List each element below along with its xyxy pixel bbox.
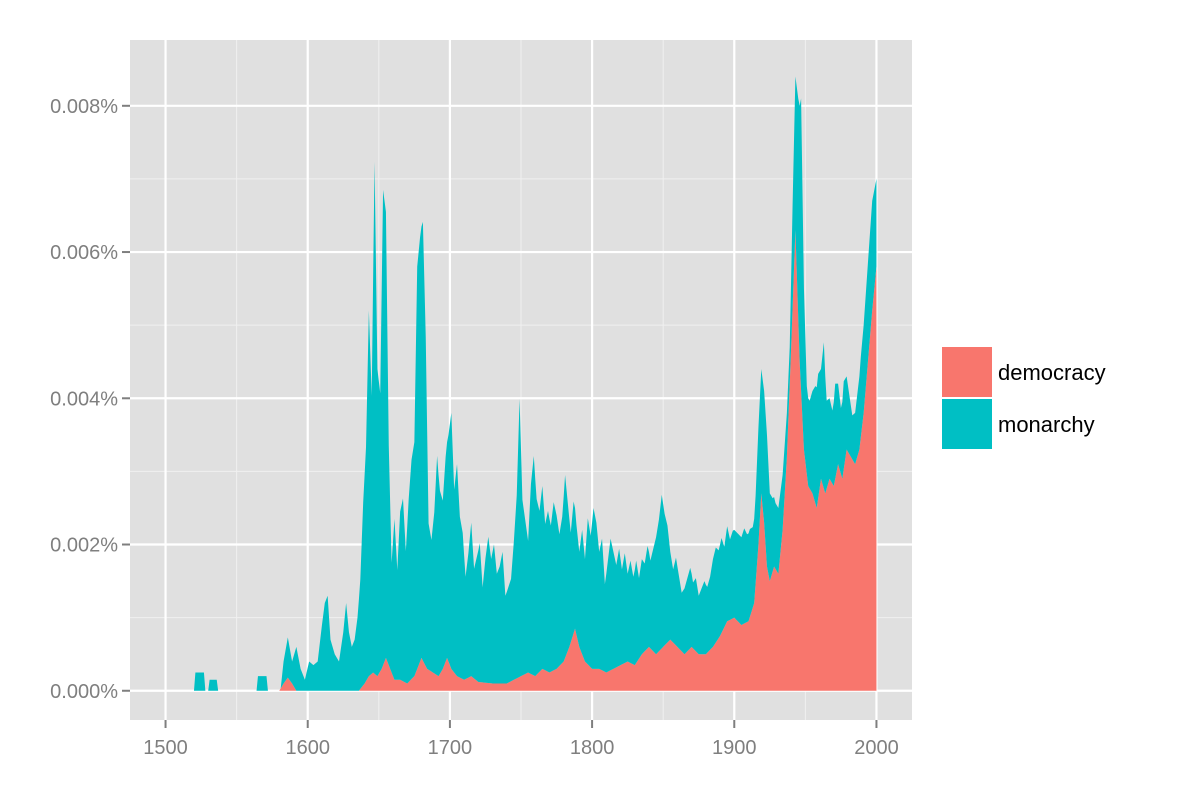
x-axis: 1500 1600 1700 1800 1900 2000 [143,720,899,759]
area-series-group [165,76,877,691]
legend-key-monarchy [942,399,992,449]
legend-label-monarchy: monarchy [998,412,1095,437]
x-tick-label: 1800 [570,737,615,759]
x-tick-label: 1900 [712,737,757,759]
y-tick-label: 0.002% [50,535,118,557]
x-tick-label: 2000 [854,737,899,759]
y-tick-label: 0.008% [50,96,118,118]
area-democracy [165,230,877,691]
x-tick-label: 1500 [143,737,188,759]
legend-key-democracy [942,347,992,397]
area-monarchy [165,76,877,691]
y-axis: 0.000% 0.002% 0.004% 0.006% 0.008% [50,96,130,703]
legend-label-democracy: democracy [998,360,1106,385]
y-tick-label: 0.004% [50,388,118,410]
legend: democracy monarchy [942,347,1106,449]
y-tick-label: 0.006% [50,242,118,264]
y-tick-label: 0.000% [50,681,118,703]
x-tick-label: 1600 [285,737,330,759]
x-tick-label: 1700 [428,737,473,759]
